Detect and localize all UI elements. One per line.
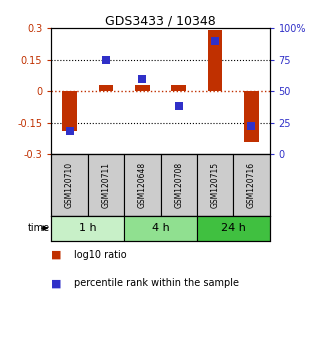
Text: ■: ■: [51, 278, 62, 288]
Bar: [124, 154, 160, 216]
Text: GSM120708: GSM120708: [174, 162, 183, 208]
Text: 4 h: 4 h: [152, 223, 169, 233]
Text: percentile rank within the sample: percentile rank within the sample: [74, 278, 239, 288]
Bar: [197, 154, 233, 216]
Point: [176, 103, 181, 109]
Bar: [62, 91, 77, 131]
Point: [213, 38, 218, 44]
Point: [103, 57, 108, 63]
Text: GSM120648: GSM120648: [138, 162, 147, 208]
Point: [67, 129, 72, 134]
Bar: [244, 91, 259, 142]
Bar: [51, 216, 124, 241]
Bar: [99, 85, 113, 91]
Text: 1 h: 1 h: [79, 223, 97, 233]
Bar: [88, 154, 124, 216]
Bar: [208, 30, 222, 91]
Text: ■: ■: [51, 250, 62, 260]
Bar: [233, 154, 270, 216]
Bar: [135, 85, 150, 91]
Bar: [197, 216, 270, 241]
Bar: [160, 154, 197, 216]
Text: GSM120715: GSM120715: [211, 162, 220, 208]
Text: GSM120711: GSM120711: [101, 162, 110, 208]
Text: time: time: [28, 223, 50, 233]
Point: [140, 76, 145, 81]
Text: GSM120716: GSM120716: [247, 162, 256, 208]
Bar: [171, 85, 186, 91]
Bar: [124, 216, 197, 241]
Title: GDS3433 / 10348: GDS3433 / 10348: [105, 14, 216, 27]
Point: [249, 124, 254, 129]
Text: log10 ratio: log10 ratio: [74, 250, 126, 260]
Text: GSM120710: GSM120710: [65, 162, 74, 208]
Text: 24 h: 24 h: [221, 223, 246, 233]
Bar: [51, 154, 88, 216]
